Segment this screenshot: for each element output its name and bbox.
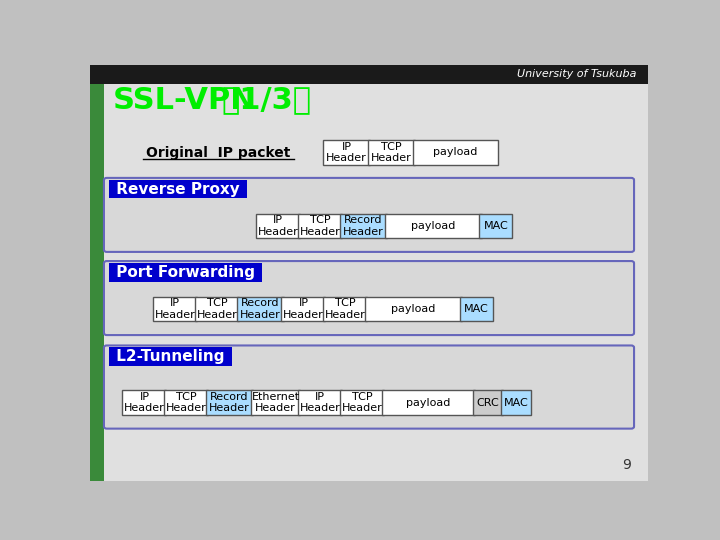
Text: TCP
Header: TCP Header (342, 392, 382, 414)
Text: Record
Header: Record Header (240, 298, 281, 320)
FancyBboxPatch shape (251, 390, 300, 415)
FancyBboxPatch shape (206, 390, 253, 415)
Text: payload: payload (433, 147, 477, 157)
Text: IP
Header: IP Header (124, 392, 165, 414)
FancyBboxPatch shape (460, 297, 493, 321)
Text: IP
Header: IP Header (300, 392, 341, 414)
Text: 9: 9 (622, 458, 631, 472)
Text: IP
Header: IP Header (326, 141, 367, 163)
Text: TCP
Header: TCP Header (197, 298, 238, 320)
FancyBboxPatch shape (237, 297, 284, 321)
Text: TCP
Header: TCP Header (371, 141, 412, 163)
Text: （1/3）: （1/3） (221, 86, 311, 114)
Text: TCP
Header: TCP Header (166, 392, 207, 414)
Text: TCP
Header: TCP Header (325, 298, 366, 320)
FancyBboxPatch shape (365, 297, 462, 321)
FancyBboxPatch shape (382, 390, 475, 415)
FancyBboxPatch shape (384, 214, 482, 238)
Text: Reverse Proxy: Reverse Proxy (111, 181, 246, 197)
Text: MAC: MAC (464, 304, 489, 314)
Text: Record
Header: Record Header (343, 215, 384, 237)
Text: Port Forwarding: Port Forwarding (111, 265, 261, 280)
FancyBboxPatch shape (104, 84, 648, 481)
FancyBboxPatch shape (282, 297, 325, 321)
FancyBboxPatch shape (500, 390, 531, 415)
FancyBboxPatch shape (122, 390, 166, 415)
FancyBboxPatch shape (413, 140, 498, 165)
Text: TCP
Header: TCP Header (300, 215, 341, 237)
FancyBboxPatch shape (195, 297, 239, 321)
Text: SSL-VPN: SSL-VPN (112, 86, 256, 114)
FancyBboxPatch shape (90, 65, 648, 84)
Text: L2-Tunneling: L2-Tunneling (111, 349, 230, 364)
FancyBboxPatch shape (256, 214, 300, 238)
FancyBboxPatch shape (323, 297, 367, 321)
FancyBboxPatch shape (298, 390, 342, 415)
Text: IP
Header: IP Header (283, 298, 324, 320)
FancyBboxPatch shape (104, 346, 634, 429)
FancyBboxPatch shape (368, 140, 415, 165)
FancyBboxPatch shape (473, 390, 503, 415)
FancyBboxPatch shape (153, 297, 197, 321)
Text: Ethernet
Header: Ethernet Header (251, 392, 300, 414)
FancyBboxPatch shape (480, 214, 513, 238)
FancyBboxPatch shape (104, 178, 634, 252)
Text: payload: payload (406, 397, 451, 408)
FancyBboxPatch shape (298, 214, 342, 238)
Text: Original  IP packet: Original IP packet (146, 146, 291, 160)
FancyBboxPatch shape (90, 84, 104, 481)
Text: IP
Header: IP Header (258, 215, 299, 237)
FancyBboxPatch shape (340, 390, 384, 415)
Text: payload: payload (411, 221, 455, 231)
Text: IP
Header: IP Header (155, 298, 195, 320)
Text: MAC: MAC (503, 397, 528, 408)
Text: CRC: CRC (477, 397, 499, 408)
Text: MAC: MAC (484, 221, 508, 231)
Text: University of Tsukuba: University of Tsukuba (518, 69, 637, 79)
FancyBboxPatch shape (340, 214, 387, 238)
Text: payload: payload (392, 304, 436, 314)
FancyBboxPatch shape (104, 261, 634, 335)
FancyBboxPatch shape (164, 390, 208, 415)
Text: Record
Header: Record Header (209, 392, 250, 414)
FancyBboxPatch shape (323, 140, 370, 165)
